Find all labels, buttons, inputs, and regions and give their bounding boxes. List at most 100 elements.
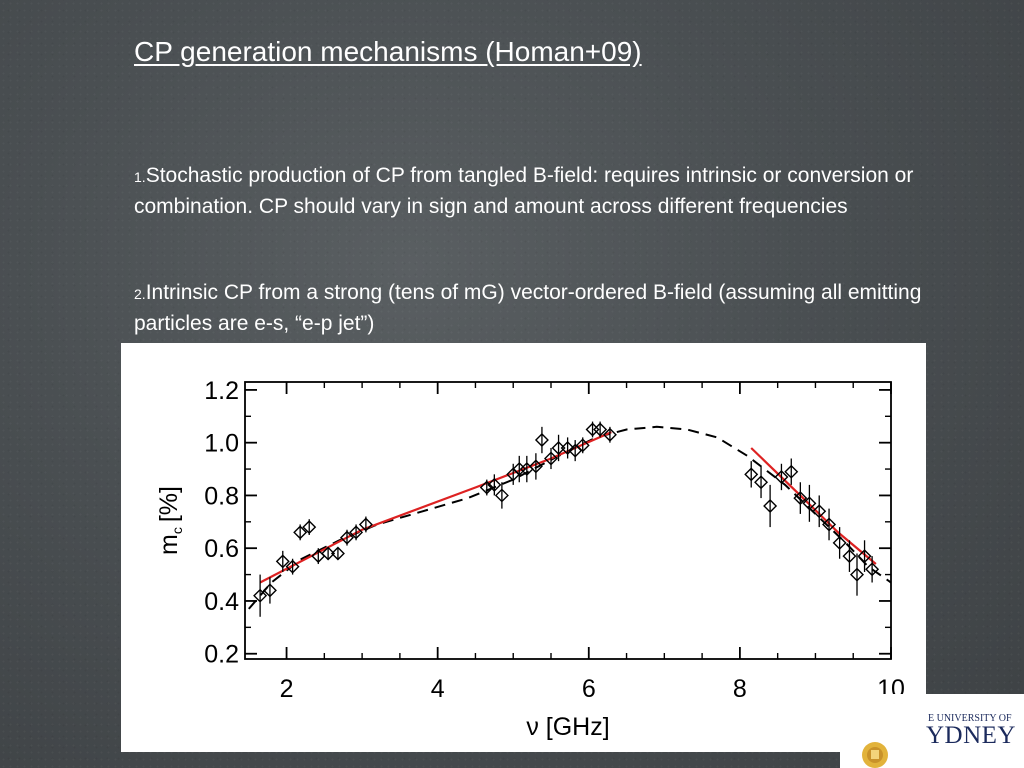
logo-text-top: E UNIVERSITY OF (928, 713, 1012, 724)
bullet-text-1: Stochastic production of CP from tangled… (134, 164, 914, 218)
data-point (551, 434, 566, 462)
data-point (253, 574, 268, 617)
diamond-marker (340, 530, 354, 545)
diamond-marker (253, 588, 268, 603)
bullet-item-2: 2.Intrinsic CP from a strong (tens of mG… (134, 278, 924, 338)
x-tick-label: 4 (431, 675, 445, 703)
diamond-marker (551, 440, 566, 455)
university-logo: E UNIVERSITY OF YDNEY (840, 694, 1024, 768)
diamond-marker (544, 451, 558, 466)
diamond-marker (802, 496, 817, 511)
data-point (575, 437, 590, 454)
data-point (585, 421, 600, 438)
diamond-marker (857, 549, 872, 564)
data-point (534, 426, 549, 454)
data-point (593, 421, 608, 438)
data-point (340, 529, 354, 546)
svg-text:mc[%]: mc [%] (155, 486, 185, 555)
diamond-marker (560, 440, 575, 455)
diamond-marker (754, 475, 769, 490)
data-point (330, 546, 345, 561)
data-point (560, 437, 575, 459)
data-point (822, 508, 837, 541)
logo-text-main: YDNEY (926, 722, 1016, 749)
diamond-marker (763, 499, 778, 513)
diamond-marker (812, 504, 827, 519)
bullet-text-2: Intrinsic CP from a strong (tens of mG) … (134, 281, 922, 335)
data-point (602, 426, 617, 443)
diamond-marker (262, 583, 277, 598)
diamond-marker (774, 469, 789, 484)
data-point (275, 550, 290, 572)
y-tick-label: 0.4 (204, 588, 239, 616)
data-point (744, 461, 759, 488)
plot-frame (244, 381, 892, 660)
x-axis-label: ν [GHz] (526, 713, 609, 741)
data-point (812, 495, 827, 528)
diamond-marker (494, 488, 509, 503)
data-points (253, 421, 880, 617)
x-tick-label: 2 (280, 675, 294, 703)
data-point (784, 458, 799, 485)
y-axis-label: mc [%] (155, 486, 185, 555)
diamond-marker (784, 464, 799, 479)
diamond-marker (330, 546, 345, 561)
y-axis-label-sub: c (169, 527, 185, 534)
data-point (494, 482, 509, 509)
diamond-marker (602, 427, 617, 442)
diamond-marker (358, 517, 373, 532)
diamond-marker (842, 549, 857, 564)
diamond-marker (487, 477, 502, 492)
diamond-marker (534, 433, 549, 448)
model-dashed-curve (248, 425, 892, 610)
diamond-marker (528, 459, 543, 474)
data-point (487, 474, 502, 496)
data-point (302, 519, 317, 536)
bullet-item-1: 1.Stochastic production of CP from tangl… (134, 161, 924, 221)
chart-svg: 2 4 6 8 100.20.40.60.81.01.2 ν [GHz] mc[%] (155, 377, 905, 741)
data-point (262, 577, 277, 604)
diamond-marker (832, 535, 847, 550)
diamond-marker (850, 567, 864, 582)
diamond-marker (275, 554, 290, 569)
data-point (293, 524, 308, 541)
data-point (857, 540, 872, 572)
bullet-number-1: 1. (134, 169, 146, 185)
data-point (349, 524, 364, 541)
data-point (802, 484, 817, 522)
data-point (285, 558, 300, 575)
data-point (842, 540, 857, 572)
data-point (793, 482, 808, 514)
diamond-marker (865, 562, 880, 577)
diamond-marker (744, 467, 759, 482)
diamond-marker (349, 525, 364, 540)
data-point (865, 556, 880, 583)
diamond-marker (822, 517, 837, 532)
data-point (358, 516, 373, 533)
data-point (528, 453, 543, 480)
diamond-marker (593, 422, 608, 437)
data-point (754, 466, 769, 499)
slide-title: CP generation mechanisms (Homan+09) (134, 36, 642, 67)
bullet-number-2: 2. (134, 286, 146, 302)
diamond-marker (793, 491, 808, 506)
x-tick-label: 8 (733, 675, 747, 703)
y-axis-label-unit: [%] (155, 486, 183, 522)
data-point (850, 553, 864, 596)
y-axis-label-main: m (155, 534, 183, 555)
axis-ticks (245, 382, 892, 659)
y-tick-label: 0.8 (204, 482, 239, 510)
tick-labels: 2 4 6 8 100.20.40.60.81.01.2 (204, 377, 905, 703)
data-point (774, 463, 789, 491)
data-point (479, 479, 494, 496)
diamond-marker (479, 480, 494, 495)
y-tick-label: 0.6 (204, 535, 239, 563)
crest-icon (862, 742, 888, 768)
y-tick-label: 1.0 (204, 430, 239, 458)
y-tick-label: 0.2 (204, 641, 239, 669)
x-tick-label: 6 (582, 675, 596, 703)
diamond-marker (285, 559, 300, 574)
diamond-marker (321, 546, 336, 561)
diamond-marker (293, 525, 308, 540)
y-tick-label: 1.2 (204, 377, 239, 405)
